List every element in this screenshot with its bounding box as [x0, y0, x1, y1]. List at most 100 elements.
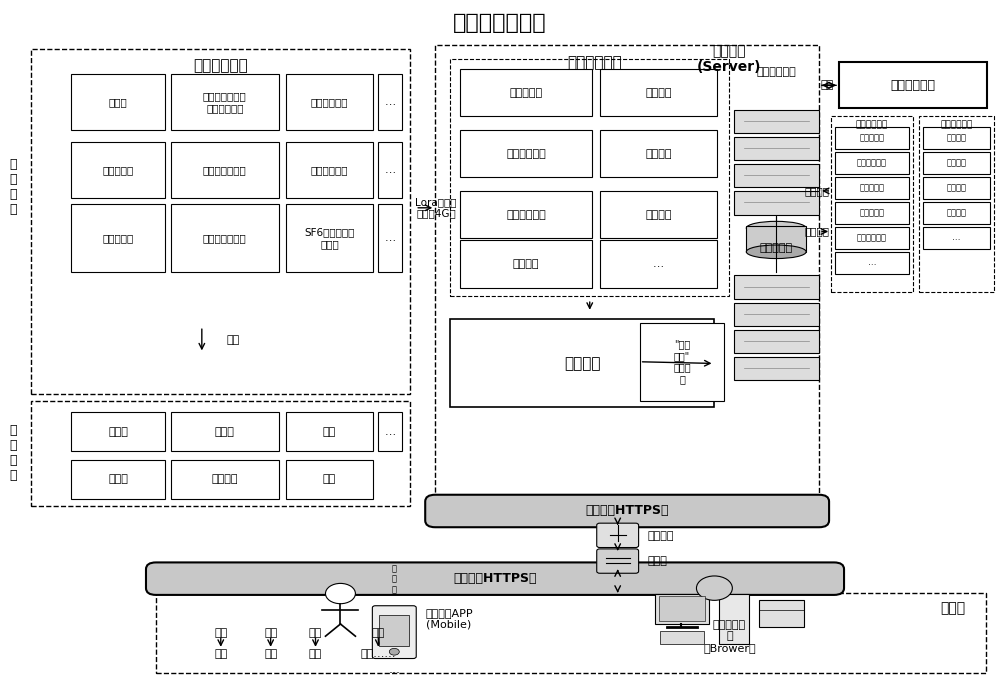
- FancyBboxPatch shape: [450, 319, 714, 407]
- FancyBboxPatch shape: [378, 204, 402, 272]
- FancyBboxPatch shape: [835, 202, 909, 224]
- Circle shape: [696, 576, 732, 601]
- Text: 光纤线组测温: 光纤线组测温: [311, 165, 348, 175]
- FancyBboxPatch shape: [734, 137, 819, 161]
- Text: 无人机: 无人机: [109, 97, 127, 107]
- Text: 换流变: 换流变: [108, 427, 128, 437]
- FancyBboxPatch shape: [835, 227, 909, 249]
- Text: "一站
一册"
运维措
施: "一站 一册" 运维措 施: [673, 339, 691, 384]
- Text: 断路器: 断路器: [215, 427, 235, 437]
- FancyBboxPatch shape: [171, 142, 279, 197]
- Text: 分析: 分析: [264, 649, 277, 659]
- FancyBboxPatch shape: [600, 69, 717, 116]
- Text: 图像识别: 图像识别: [513, 259, 539, 269]
- Text: …: …: [385, 427, 396, 437]
- Text: …: …: [868, 259, 876, 268]
- FancyBboxPatch shape: [734, 110, 819, 133]
- FancyBboxPatch shape: [378, 74, 402, 130]
- FancyBboxPatch shape: [734, 357, 819, 381]
- Circle shape: [389, 648, 399, 655]
- FancyBboxPatch shape: [660, 631, 704, 644]
- FancyBboxPatch shape: [372, 605, 416, 659]
- FancyBboxPatch shape: [425, 494, 829, 527]
- FancyBboxPatch shape: [923, 127, 990, 149]
- FancyBboxPatch shape: [835, 176, 909, 199]
- Text: 多源数据融合: 多源数据融合: [506, 210, 546, 219]
- FancyBboxPatch shape: [286, 204, 373, 272]
- FancyBboxPatch shape: [286, 412, 373, 452]
- FancyBboxPatch shape: [835, 152, 909, 174]
- FancyBboxPatch shape: [71, 412, 165, 452]
- Text: 以太网（HTTPS）: 以太网（HTTPS）: [453, 572, 537, 585]
- FancyBboxPatch shape: [171, 460, 279, 498]
- Text: 任务制定: 任务制定: [564, 356, 601, 371]
- FancyBboxPatch shape: [655, 594, 709, 624]
- Text: 报警: 报警: [214, 649, 227, 659]
- Text: 深度学习: 深度学习: [645, 210, 672, 219]
- Text: 已有监测系统: 已有监测系统: [890, 79, 935, 92]
- Text: 前端采集系统: 前端采集系统: [193, 58, 248, 73]
- FancyBboxPatch shape: [835, 252, 909, 274]
- FancyBboxPatch shape: [600, 240, 717, 287]
- FancyBboxPatch shape: [71, 142, 165, 197]
- FancyBboxPatch shape: [923, 227, 990, 249]
- Circle shape: [325, 584, 355, 603]
- FancyBboxPatch shape: [171, 74, 279, 130]
- Text: 防火墙: 防火墙: [648, 556, 667, 566]
- Text: 模糊逻辑: 模糊逻辑: [645, 148, 672, 159]
- Text: 以太网（HTTPS）: 以太网（HTTPS）: [585, 505, 669, 518]
- Text: 一般缺陷: 一般缺陷: [946, 183, 966, 192]
- Text: 阀冷: 阀冷: [323, 427, 336, 437]
- Text: …: …: [653, 259, 664, 269]
- Text: 高清摄像头: 高清摄像头: [102, 234, 134, 243]
- Text: 机器学习: 机器学习: [645, 88, 672, 98]
- Text: 紧急缺陷: 紧急缺陷: [946, 133, 966, 142]
- FancyBboxPatch shape: [719, 594, 749, 644]
- FancyBboxPatch shape: [460, 69, 592, 116]
- FancyBboxPatch shape: [923, 202, 990, 224]
- FancyBboxPatch shape: [597, 549, 639, 573]
- FancyBboxPatch shape: [171, 204, 279, 272]
- FancyBboxPatch shape: [378, 142, 402, 197]
- Text: …: …: [952, 234, 960, 242]
- FancyBboxPatch shape: [460, 130, 592, 177]
- Text: 巡检机器人: 巡检机器人: [102, 165, 134, 175]
- FancyBboxPatch shape: [286, 74, 373, 130]
- Text: 自然语言处理: 自然语言处理: [506, 148, 546, 159]
- Text: 报表: 报表: [309, 649, 322, 659]
- Text: 后台管理系统: 后台管理系统: [567, 54, 622, 69]
- Text: 换流阀: 换流阀: [108, 474, 128, 484]
- Ellipse shape: [746, 221, 806, 235]
- Text: …: …: [385, 97, 396, 107]
- Text: 数据库服务器: 数据库服务器: [756, 67, 796, 78]
- Text: 监
测
对
象: 监 测 对 象: [10, 424, 17, 482]
- FancyBboxPatch shape: [71, 204, 165, 272]
- Text: 缺陷: 缺陷: [309, 628, 322, 637]
- Text: 移动应用APP
(Mobile): 移动应用APP (Mobile): [425, 607, 473, 629]
- Ellipse shape: [746, 245, 806, 259]
- FancyBboxPatch shape: [600, 191, 717, 238]
- Text: 其他缺陷: 其他缺陷: [946, 208, 966, 217]
- FancyBboxPatch shape: [734, 191, 819, 215]
- FancyBboxPatch shape: [759, 601, 804, 627]
- FancyBboxPatch shape: [379, 614, 409, 646]
- Text: 换流站巡检系统: 换流站巡检系统: [453, 13, 547, 33]
- Text: 应用服务器: 应用服务器: [760, 243, 793, 253]
- FancyBboxPatch shape: [839, 62, 987, 108]
- FancyBboxPatch shape: [286, 142, 373, 197]
- FancyBboxPatch shape: [171, 412, 279, 452]
- Text: 缺陷识别分析: 缺陷识别分析: [940, 120, 972, 129]
- Text: 数据存储: 数据存储: [804, 227, 829, 236]
- Text: Lora、蓝牙
无线、4G等: Lora、蓝牙 无线、4G等: [415, 197, 457, 219]
- Text: 设备: 设备: [214, 628, 227, 637]
- FancyBboxPatch shape: [460, 240, 592, 287]
- Text: 移
动
器: 移 动 器: [392, 565, 397, 595]
- FancyBboxPatch shape: [286, 460, 373, 498]
- Text: 后台解析: 后台解析: [804, 186, 829, 196]
- FancyBboxPatch shape: [734, 302, 819, 326]
- Text: 直流设备: 直流设备: [212, 474, 238, 484]
- Text: 红外、紫外、可
见光监测设备: 红外、紫外、可 见光监测设备: [203, 91, 247, 113]
- Text: 局放在线监测: 局放在线监测: [311, 97, 348, 107]
- FancyBboxPatch shape: [146, 563, 844, 595]
- Text: 避雷器在线监测: 避雷器在线监测: [203, 234, 247, 243]
